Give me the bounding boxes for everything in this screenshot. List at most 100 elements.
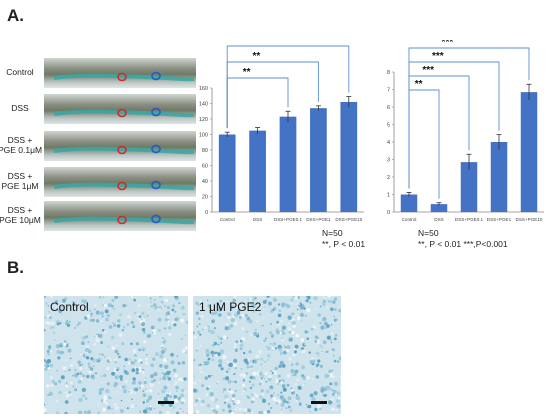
micrograph-speckle — [252, 311, 255, 313]
micrograph-speckle — [288, 337, 293, 342]
micrograph-speckle — [50, 383, 54, 387]
micrograph-speckle — [168, 333, 172, 336]
micrograph-speckle — [132, 380, 136, 384]
micrograph-speckle — [159, 378, 162, 381]
micrograph-speckle — [256, 320, 259, 323]
micrograph-speckle — [280, 412, 283, 414]
micrograph-speckle — [128, 357, 131, 361]
micrograph-speckle — [270, 309, 274, 313]
micrograph-speckle — [281, 302, 286, 307]
micrograph-speckle — [327, 386, 332, 391]
micrograph-speckle — [333, 297, 337, 301]
micrograph-speckle — [57, 300, 59, 302]
micrograph-speckle — [272, 297, 277, 302]
micrograph-speckle — [255, 394, 259, 398]
micrograph-speckle — [143, 409, 147, 414]
micrograph-speckle — [57, 356, 61, 360]
micrograph-speckle — [47, 304, 50, 307]
micrograph-speckle — [311, 377, 314, 381]
micrograph-speckle — [173, 323, 177, 327]
fish-row-label-line1: DSS — [11, 103, 29, 113]
micrograph-speckle — [310, 327, 314, 331]
micrograph-speckle — [230, 399, 233, 402]
micrograph-speckle — [157, 398, 160, 401]
micrograph-speckle — [137, 366, 142, 370]
y-tick-label: 140 — [199, 102, 208, 108]
micrograph-speckle — [54, 382, 58, 386]
micrograph-speckle — [101, 329, 105, 332]
micrograph-speckle — [155, 352, 159, 357]
micrograph-speckle — [47, 394, 49, 396]
micrograph-speckle — [205, 360, 210, 365]
micrograph-speckle — [263, 306, 266, 309]
micrograph-speckle — [118, 333, 123, 337]
micrograph-speckle — [298, 402, 302, 406]
micrograph-speckle — [287, 315, 292, 320]
micrograph-speckle — [203, 361, 206, 364]
micrograph-speckle — [270, 370, 273, 372]
micrograph-speckle — [336, 399, 340, 403]
micrograph-speckle — [289, 308, 291, 310]
y-tick-label: 120 — [199, 117, 208, 123]
micrograph-speckle — [107, 303, 112, 307]
micrograph-speckle — [241, 327, 245, 330]
micrograph-speckle — [296, 302, 301, 306]
micrograph-speckle — [249, 411, 251, 414]
micrograph-speckle — [98, 388, 103, 392]
micrograph-speckle — [194, 382, 197, 384]
micrograph-speckle — [170, 352, 174, 357]
micrograph-speckle — [237, 379, 239, 381]
micrograph-speckle — [62, 298, 66, 303]
micrograph-speckle — [70, 364, 74, 367]
micrograph-speckle — [259, 357, 264, 361]
micrograph-speckle — [89, 329, 91, 331]
micrograph-speckle — [60, 304, 64, 308]
micrograph-speckle — [308, 297, 311, 300]
micrograph-speckle — [225, 370, 229, 373]
micrograph-speckle — [175, 316, 180, 321]
micrograph-speckle — [242, 389, 246, 393]
micrograph-speckle — [133, 372, 135, 374]
micrograph-speckle — [126, 323, 130, 326]
micrograph-speckle — [333, 308, 337, 312]
micrograph-speckle — [123, 326, 126, 329]
micrograph-speckle — [112, 322, 115, 324]
micrograph-speckle — [72, 374, 75, 377]
micrograph-speckle — [200, 305, 203, 308]
micrograph-speckle — [333, 327, 335, 329]
micrograph-speckle — [332, 393, 335, 396]
micrograph-speckle — [195, 399, 199, 403]
micrograph-speckle — [68, 391, 72, 394]
micrograph-speckle — [309, 335, 312, 337]
micrograph-speckle — [274, 378, 279, 383]
micrograph-speckle — [276, 320, 280, 324]
micrograph-speckle — [199, 379, 201, 382]
micrograph-speckle — [210, 330, 215, 335]
micrograph-speckle — [210, 350, 215, 355]
micrograph-speckle — [140, 361, 143, 364]
micrograph-speckle — [234, 314, 236, 316]
micrograph-speckle — [315, 352, 318, 355]
micrograph-speckle — [218, 313, 222, 317]
micrograph-speckle — [267, 377, 272, 382]
micrograph-speckle — [74, 373, 79, 378]
micrograph-speckle — [58, 308, 63, 314]
micrograph-speckle — [159, 364, 163, 368]
micrograph-speckle — [79, 364, 82, 367]
micrograph-speckle — [304, 314, 307, 317]
micrograph-speckle — [48, 373, 50, 376]
micrograph-speckle — [84, 347, 90, 352]
micrograph-speckle — [177, 361, 181, 365]
micrograph-speckle — [174, 321, 177, 323]
micrograph-speckle — [181, 361, 186, 365]
micrograph-speckle — [338, 309, 341, 313]
micrograph-speckle — [147, 303, 149, 306]
micrograph-speckle — [222, 354, 227, 360]
significance-bracket — [408, 47, 530, 189]
micrograph-speckle — [77, 321, 81, 325]
micrograph-speckle — [167, 391, 170, 393]
micrograph-speckle — [246, 316, 251, 321]
micrograph-speckle — [158, 296, 163, 298]
micrograph-speckle — [331, 348, 335, 351]
micrograph-speckle — [331, 407, 335, 411]
